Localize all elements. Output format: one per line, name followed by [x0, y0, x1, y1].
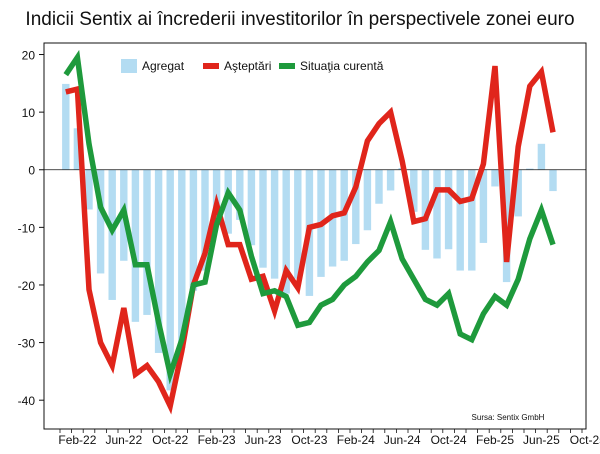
- legend-swatch-2: [279, 63, 295, 69]
- x-tick-label: Jun-24: [384, 433, 421, 447]
- bar-Apr-25: [514, 169, 522, 217]
- series-line-2: [63, 49, 556, 385]
- bar-May-23: [247, 169, 256, 246]
- axes-layer: 20 10 0 -10 -20 -30 -40 Feb-22 Jun-22 Oct-22 Feb-2…: [18, 49, 600, 447]
- bar-Jun-23: [259, 169, 267, 268]
- x-tick-label: Feb-22: [58, 433, 96, 447]
- bar-Apr-23: [236, 169, 244, 220]
- bar-Nov-22: [178, 169, 186, 348]
- bar-Mar-23: [224, 169, 232, 234]
- bar-May-25: [526, 168, 534, 170]
- bar-Jul-22: [131, 169, 140, 322]
- x-tick-label: Jun-25: [523, 433, 560, 447]
- legend-swatch-agregat: [121, 59, 137, 73]
- legend-label: Situaţia curentă: [300, 59, 384, 73]
- series-line-1: [65, 65, 556, 415]
- x-tick-label: Jun-22: [105, 433, 142, 447]
- bar-Mar-22: [85, 169, 93, 210]
- y-tick-label: 20: [22, 49, 36, 63]
- x-tick-label: Feb-23: [198, 433, 236, 447]
- y-tick-label: 0: [28, 164, 35, 178]
- bar-Feb-22: [73, 128, 82, 170]
- bar-Dec-22: [189, 169, 198, 291]
- y-tick-label: -30: [18, 337, 36, 351]
- y-tick-label: -10: [18, 221, 36, 235]
- bar-Jan-22: [62, 83, 70, 170]
- x-tick-label: Oct-22: [152, 433, 188, 447]
- chart-legend: Agregat Aşteptări Situaţia curentă: [121, 59, 384, 73]
- y-tick-label: -20: [18, 279, 36, 293]
- y-tick-label: 10: [22, 106, 36, 120]
- x-tick-label: Oct-25: [570, 433, 600, 447]
- bar-Apr-22: [96, 169, 105, 274]
- lines-layer: [63, 49, 556, 415]
- bar-Oct-22: [166, 169, 174, 391]
- source-note: Sursa: Sentix GmbH: [472, 413, 545, 422]
- bar-Apr-24: [375, 169, 383, 204]
- bar-Sep-24: [433, 169, 441, 259]
- bar-Aug-23: [282, 169, 290, 294]
- x-tick-label: Oct-24: [431, 433, 467, 447]
- legend-swatch-1: [203, 63, 219, 69]
- bar-Jul-25: [549, 169, 557, 192]
- x-tick-label: Feb-25: [476, 433, 514, 447]
- bar-Jan-25: [479, 169, 488, 243]
- bar-Sep-22: [154, 169, 163, 353]
- bar-Feb-25: [491, 169, 499, 187]
- bar-Feb-24: [352, 169, 360, 245]
- bar-Oct-24: [444, 169, 453, 250]
- y-tick-label: -40: [18, 394, 36, 408]
- bar-Mar-24: [363, 169, 372, 231]
- bar-Jun-25: [537, 143, 546, 170]
- bar-Aug-24: [421, 169, 430, 250]
- bar-Jul-24: [410, 169, 418, 212]
- legend-label: Agregat: [142, 59, 185, 73]
- bar-Sep-23: [294, 169, 302, 279]
- x-tick-label: Jun-23: [245, 433, 282, 447]
- bar-Jul-23: [270, 169, 279, 279]
- bar-Jan-23: [201, 169, 209, 271]
- x-tick-label: Oct-23: [291, 433, 327, 447]
- bar-Feb-23: [212, 169, 221, 216]
- chart-title: Indicii Sentix ai încrederii investitori…: [25, 9, 574, 30]
- bar-Dec-24: [468, 169, 476, 271]
- bar-May-24: [386, 169, 395, 191]
- legend-label: Aşteptări: [224, 59, 271, 73]
- bar-Aug-22: [143, 169, 151, 315]
- x-tick-label: Feb-24: [337, 433, 375, 447]
- bar-Nov-24: [456, 169, 464, 271]
